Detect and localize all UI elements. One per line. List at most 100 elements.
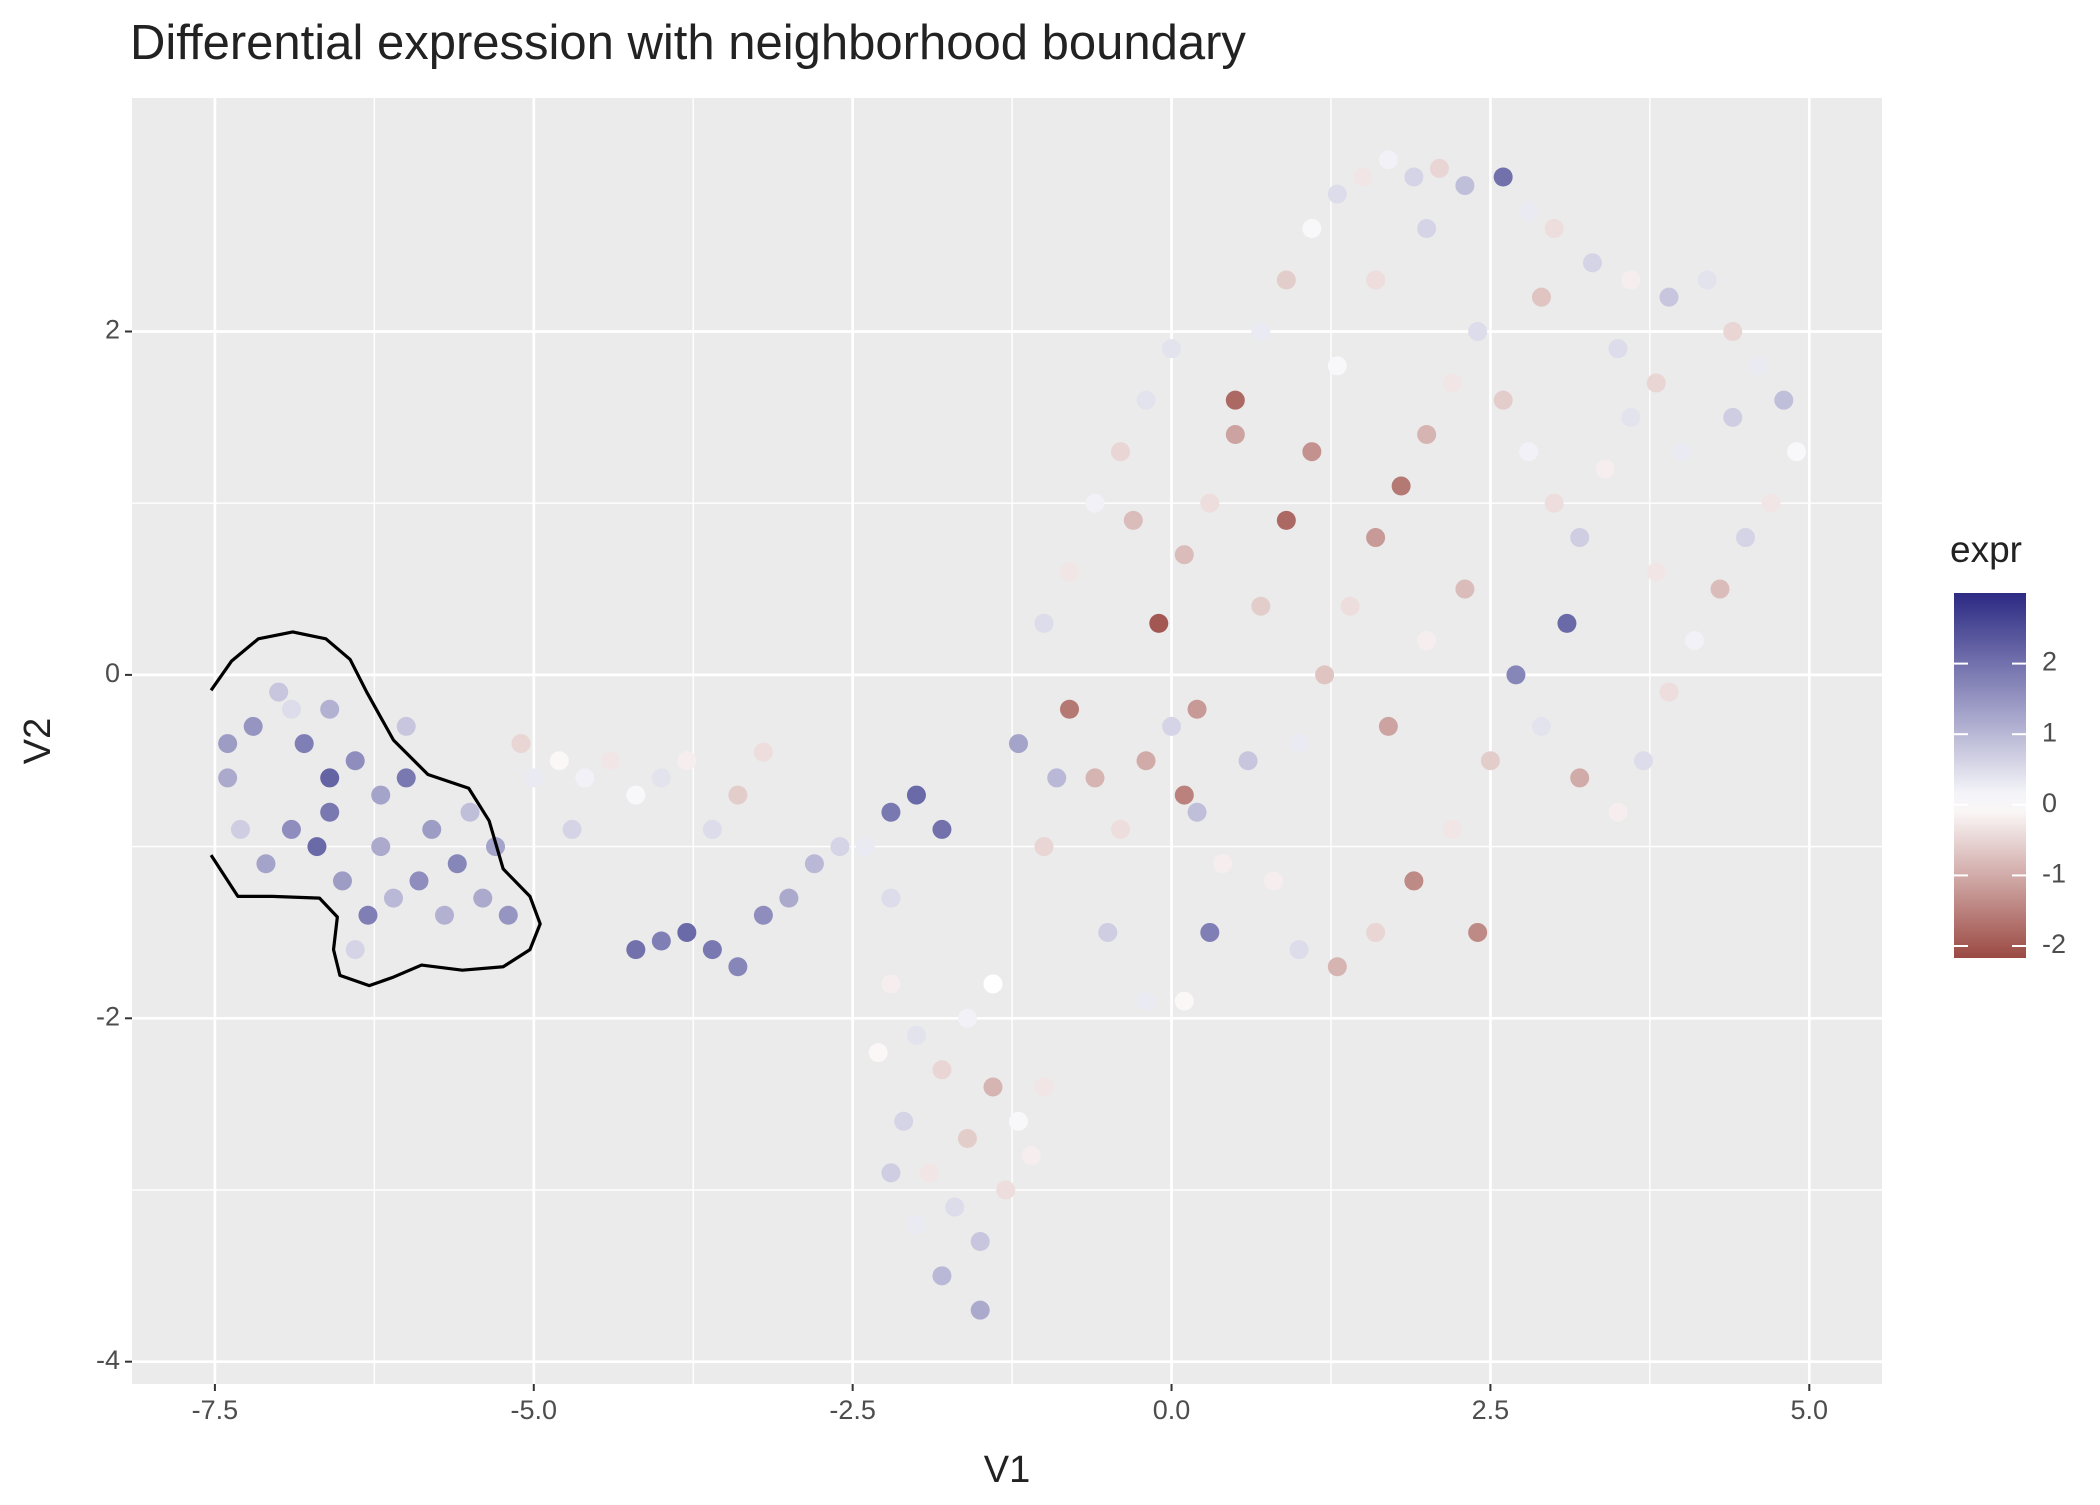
point	[1162, 339, 1182, 359]
point	[1034, 613, 1054, 633]
point	[1187, 802, 1207, 822]
point	[1544, 493, 1564, 513]
point	[600, 751, 620, 771]
point	[1034, 1077, 1054, 1097]
y-tick-label: 2	[105, 315, 120, 345]
point	[1608, 802, 1628, 822]
point	[855, 837, 875, 857]
point	[881, 1163, 901, 1183]
neighborhood-boundary	[209, 630, 542, 988]
point	[243, 716, 263, 736]
point	[728, 957, 748, 977]
x-tick-label: -5.0	[511, 1395, 558, 1425]
point	[1582, 253, 1602, 273]
point	[320, 699, 340, 719]
y-tick-label: -2	[96, 1001, 120, 1031]
point	[1621, 270, 1641, 290]
x-axis-label: V1	[984, 1449, 1030, 1491]
point	[881, 802, 901, 822]
point	[1417, 218, 1437, 238]
point	[511, 734, 531, 754]
point	[970, 1300, 990, 1320]
point	[269, 682, 289, 702]
point	[1646, 562, 1666, 582]
points	[218, 150, 1807, 1320]
point	[1047, 768, 1067, 788]
point	[396, 768, 416, 788]
point	[1455, 176, 1475, 196]
legend-tick-label: -2	[2042, 929, 2066, 959]
point	[1174, 545, 1194, 565]
point	[996, 1180, 1016, 1200]
point	[626, 940, 646, 960]
point	[371, 837, 391, 857]
point	[1710, 579, 1730, 599]
point	[1493, 390, 1513, 410]
point	[1353, 167, 1373, 187]
point	[332, 871, 352, 891]
point	[983, 974, 1003, 994]
point	[218, 734, 238, 754]
point	[218, 768, 238, 788]
x-tick-label: 2.5	[1472, 1395, 1510, 1425]
point	[1200, 493, 1220, 513]
point	[1085, 768, 1105, 788]
point	[1787, 442, 1807, 462]
point	[1455, 579, 1475, 599]
point	[677, 922, 697, 942]
point	[830, 837, 850, 857]
point	[1162, 716, 1182, 736]
point	[1748, 356, 1768, 376]
point	[1149, 613, 1169, 633]
point	[1111, 442, 1131, 462]
point	[1174, 785, 1194, 805]
point	[1366, 270, 1386, 290]
point	[320, 802, 340, 822]
point	[1251, 322, 1271, 342]
x-tick-label: 0.0	[1153, 1395, 1191, 1425]
point	[1060, 699, 1079, 719]
point	[945, 1197, 965, 1217]
point	[1621, 407, 1641, 427]
point	[1468, 922, 1488, 942]
legend-tick-label: 0	[2042, 788, 2057, 818]
point	[1723, 322, 1743, 342]
point	[779, 888, 799, 908]
point	[651, 768, 671, 788]
point	[1659, 287, 1679, 307]
point	[1736, 528, 1756, 548]
point	[1136, 390, 1156, 410]
point	[1570, 528, 1590, 548]
point	[932, 1060, 952, 1080]
point	[1417, 425, 1437, 445]
x-tick-label: -2.5	[829, 1395, 876, 1425]
point	[1315, 665, 1335, 685]
point	[1506, 665, 1526, 685]
point	[1391, 476, 1411, 496]
point	[1646, 373, 1666, 393]
point	[1366, 922, 1386, 942]
point	[1136, 751, 1156, 771]
point	[1570, 768, 1590, 788]
point	[1327, 957, 1347, 977]
point	[1340, 596, 1360, 616]
point	[1557, 613, 1577, 633]
point	[1213, 854, 1233, 874]
point	[1531, 716, 1551, 736]
point	[906, 1214, 926, 1234]
point	[1608, 339, 1628, 359]
point	[320, 768, 340, 788]
point	[345, 751, 365, 771]
point	[983, 1077, 1003, 1097]
point	[422, 819, 442, 839]
point	[575, 768, 595, 788]
legend-tick-label: -1	[2042, 859, 2066, 889]
point	[1276, 270, 1296, 290]
point	[358, 905, 378, 925]
point	[473, 888, 493, 908]
legend-tick-label: 2	[2042, 647, 2057, 677]
point	[294, 734, 314, 754]
point	[256, 854, 276, 874]
point	[1276, 510, 1296, 530]
